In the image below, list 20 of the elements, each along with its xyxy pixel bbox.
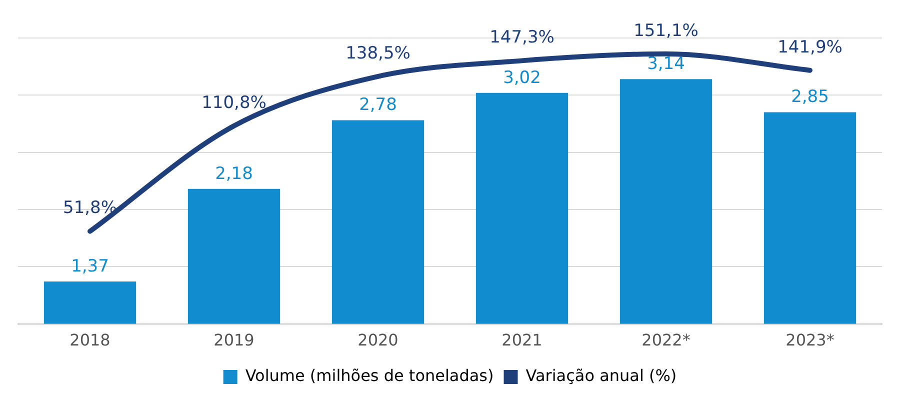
data-label: 151,1% <box>634 20 698 41</box>
data-label: 2,85 <box>791 87 829 108</box>
x-tick-label: 2022* <box>642 330 690 350</box>
x-tick-label: 2021 <box>502 330 542 350</box>
data-label: 3,14 <box>647 54 685 74</box>
x-tick-label: 2018 <box>70 330 110 350</box>
x-tick-label: 2020 <box>358 330 398 350</box>
data-label: 3,02 <box>503 68 541 88</box>
x-tick-label: 2023* <box>786 330 834 350</box>
data-label: 2,78 <box>359 95 397 116</box>
data-label: 138,5% <box>346 43 410 64</box>
data-label: 147,3% <box>490 28 554 48</box>
data-label: 51,8% <box>62 198 118 218</box>
data-label: 1,37 <box>71 256 109 276</box>
legend-label: Volume (milhões de toneladas) <box>245 366 494 386</box>
data-label: 110,8% <box>202 92 266 113</box>
data-label: 2,18 <box>215 164 253 184</box>
x-tick-label: 2019 <box>214 330 254 350</box>
legend-label: Variação anual (%) <box>526 366 677 386</box>
data-label: 141,9% <box>778 37 842 58</box>
